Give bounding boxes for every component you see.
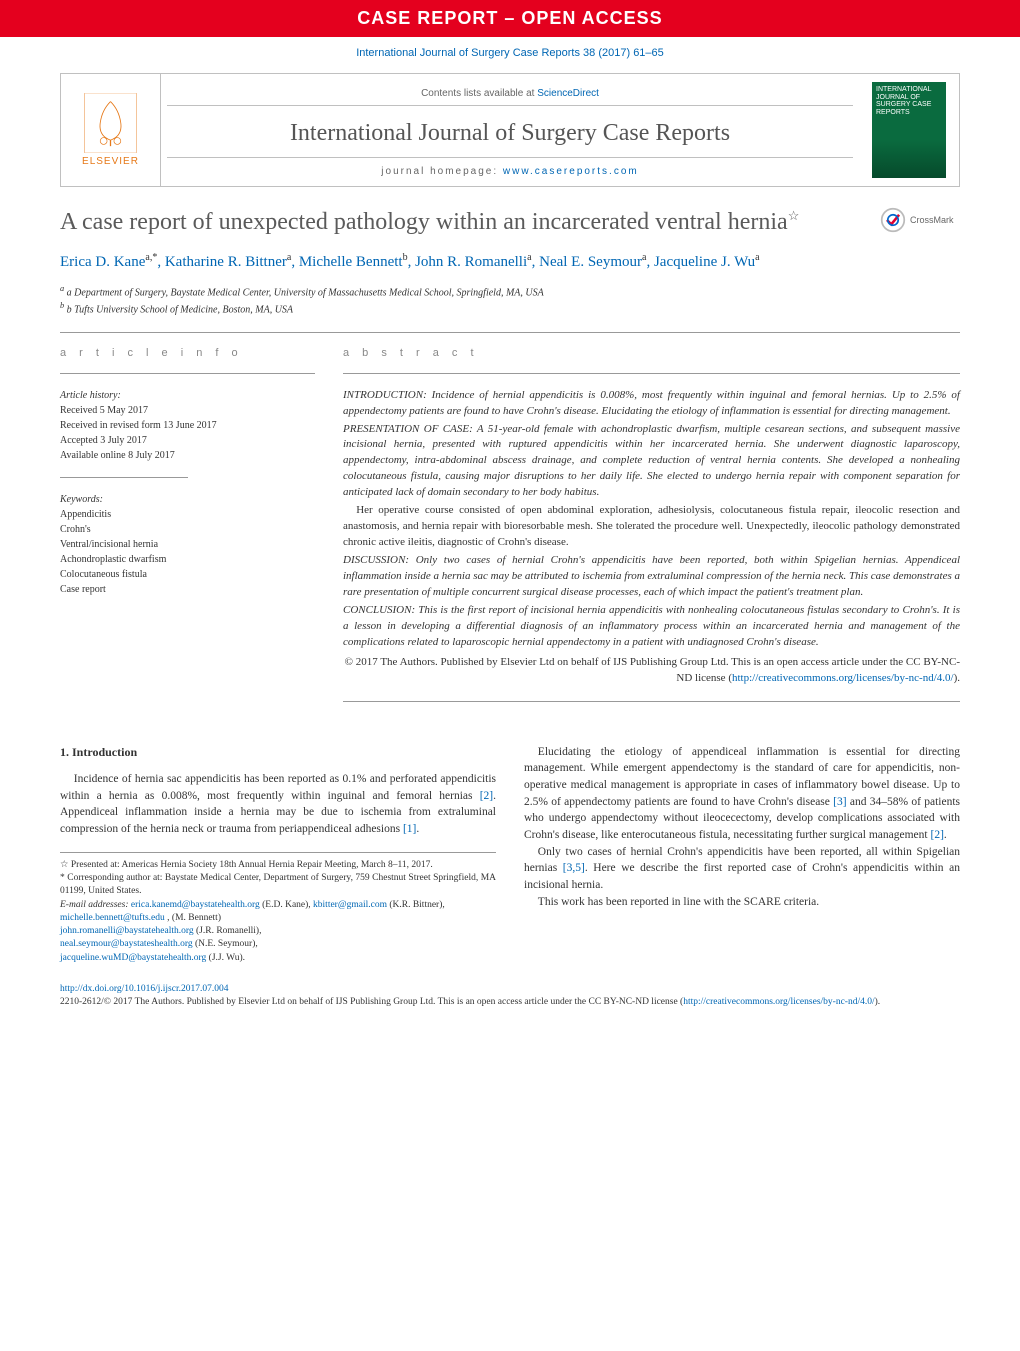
cover-cell: INTERNATIONAL JOURNAL OF SURGERY CASE RE…	[859, 74, 959, 186]
keyword-0: Appendicitis	[60, 507, 315, 522]
affiliations: a a Department of Surgery, Baystate Medi…	[60, 283, 960, 318]
history-revised: Received in revised form 13 June 2017	[60, 418, 315, 433]
history-received: Received 5 May 2017	[60, 403, 315, 418]
history-label: Article history:	[60, 388, 315, 403]
title-text: A case report of unexpected pathology wi…	[60, 209, 788, 235]
footer-end: ).	[875, 997, 881, 1007]
keyword-3: Achondroplastic dwarfism	[60, 552, 315, 567]
elsevier-logo: ELSEVIER	[71, 85, 150, 175]
publisher-logo-cell: ELSEVIER	[61, 74, 161, 186]
footnotes: ☆ Presented at: Americas Hernia Society …	[60, 852, 496, 965]
homepage-link[interactable]: www.casereports.com	[503, 166, 639, 177]
ref-link[interactable]: [2]	[930, 829, 943, 841]
footnote-presented: ☆ Presented at: Americas Hernia Society …	[60, 859, 496, 872]
affiliation-a: a a Department of Surgery, Baystate Medi…	[60, 283, 960, 300]
keyword-1: Crohn's	[60, 522, 315, 537]
sciencedirect-link[interactable]: ScienceDirect	[537, 88, 599, 99]
page-footer: http://dx.doi.org/10.1016/j.ijscr.2017.0…	[60, 983, 960, 1010]
keyword-5: Case report	[60, 582, 315, 597]
top-divider	[60, 332, 960, 333]
email-link[interactable]: john.romanelli@baystatehealth.org	[60, 926, 194, 936]
keyword-4: Colocutaneous fistula	[60, 567, 315, 582]
intro-p4: This work has been reported in line with…	[524, 894, 960, 911]
license-link[interactable]: http://creativecommons.org/licenses/by-n…	[732, 672, 954, 684]
crossmark-label: CrossMark	[910, 215, 954, 225]
affiliation-b: b b Tufts University School of Medicine,…	[60, 300, 960, 317]
open-access-banner: CASE REPORT – OPEN ACCESS	[0, 0, 1020, 37]
keyword-2: Ventral/incisional hernia	[60, 537, 315, 552]
crossmark-badge[interactable]: CrossMark	[880, 207, 960, 233]
affiliation-a-text: a Department of Surgery, Baystate Medica…	[67, 287, 544, 298]
elsevier-tree-icon	[83, 93, 138, 153]
email-link[interactable]: kbitter@gmail.com	[313, 900, 387, 910]
ref-link[interactable]: [3]	[833, 796, 846, 808]
footnote-corresponding: * Corresponding author at: Baystate Medi…	[60, 872, 496, 899]
info-divider-2	[60, 477, 188, 478]
intro-p1: Incidence of hernia sac appendicitis has…	[60, 771, 496, 838]
contents-available-line: Contents lists available at ScienceDirec…	[167, 88, 853, 106]
footer-issn: 2210-2612/© 2017 The Authors. Published …	[60, 997, 683, 1007]
abstract-intro: INTRODUCTION: Incidence of hernial appen…	[343, 389, 960, 417]
affiliation-b-text: b Tufts University School of Medicine, B…	[67, 305, 293, 316]
intro-p3: Only two cases of hernial Crohn's append…	[524, 844, 960, 894]
keywords-label: Keywords:	[60, 492, 315, 507]
ref-link[interactable]: [3,5]	[563, 862, 585, 874]
abstract-column: a b s t r a c t INTRODUCTION: Incidence …	[343, 347, 960, 716]
authors-line: Erica D. Kanea,*, Katharine R. Bittnera,…	[60, 251, 960, 273]
journal-cover-icon: INTERNATIONAL JOURNAL OF SURGERY CASE RE…	[872, 82, 946, 178]
info-divider-1	[60, 373, 315, 374]
doi-link[interactable]: http://dx.doi.org/10.1016/j.ijscr.2017.0…	[60, 984, 228, 994]
email-link[interactable]: jacqueline.wuMD@baystatehealth.org	[60, 953, 206, 963]
email-link[interactable]: michelle.bennett@tufts.edu	[60, 913, 165, 923]
journal-title-cell: Contents lists available at ScienceDirec…	[161, 74, 859, 186]
homepage-prefix: journal homepage:	[381, 166, 503, 177]
homepage-line: journal homepage: www.casereports.com	[167, 157, 853, 177]
intro-p2: Elucidating the etiology of appendiceal …	[524, 744, 960, 844]
introduction-section: 1. Introduction Incidence of hernia sac …	[60, 744, 960, 965]
crossmark-icon	[880, 207, 906, 233]
contents-prefix: Contents lists available at	[421, 88, 537, 99]
footnote-emails: E-mail addresses: erica.kanemd@baystateh…	[60, 899, 496, 965]
abstract-text: INTRODUCTION: Incidence of hernial appen…	[343, 388, 960, 687]
abstract-label: a b s t r a c t	[343, 347, 960, 359]
abstract-divider	[343, 373, 960, 374]
journal-header: ELSEVIER Contents lists available at Sci…	[60, 73, 960, 187]
abstract-bottom-divider	[343, 701, 960, 702]
article-history-block: Article history: Received 5 May 2017 Rec…	[60, 388, 315, 463]
abstract-discussion: DISCUSSION: Only two cases of hernial Cr…	[343, 554, 960, 598]
citation-line: International Journal of Surgery Case Re…	[0, 37, 1020, 73]
article-title: A case report of unexpected pathology wi…	[60, 207, 860, 237]
article-info-label: a r t i c l e i n f o	[60, 347, 315, 359]
abstract-conclusion: CONCLUSION: This is the first report of …	[343, 604, 960, 648]
abstract-copyright-end: ).	[954, 672, 960, 684]
history-accepted: Accepted 3 July 2017	[60, 433, 315, 448]
history-online: Available online 8 July 2017	[60, 448, 315, 463]
email-link[interactable]: neal.seymour@baystateshealth.org	[60, 939, 193, 949]
article-info-column: a r t i c l e i n f o Article history: R…	[60, 347, 315, 716]
footer-license-link[interactable]: http://creativecommons.org/licenses/by-n…	[683, 997, 874, 1007]
abstract-presentation: PRESENTATION OF CASE: A 51-year-old fema…	[343, 423, 960, 499]
intro-heading: 1. Introduction	[60, 744, 496, 761]
abstract-presentation2: Her operative course consisted of open a…	[343, 504, 960, 548]
ref-link[interactable]: [2]	[480, 790, 493, 802]
journal-title: International Journal of Surgery Case Re…	[167, 106, 853, 157]
title-footnote-marker: ☆	[788, 208, 800, 223]
email-link[interactable]: erica.kanemd@baystatehealth.org	[131, 900, 260, 910]
keywords-block: Keywords: Appendicitis Crohn's Ventral/i…	[60, 492, 315, 597]
elsevier-text: ELSEVIER	[82, 156, 139, 167]
ref-link[interactable]: [1]	[403, 823, 416, 835]
